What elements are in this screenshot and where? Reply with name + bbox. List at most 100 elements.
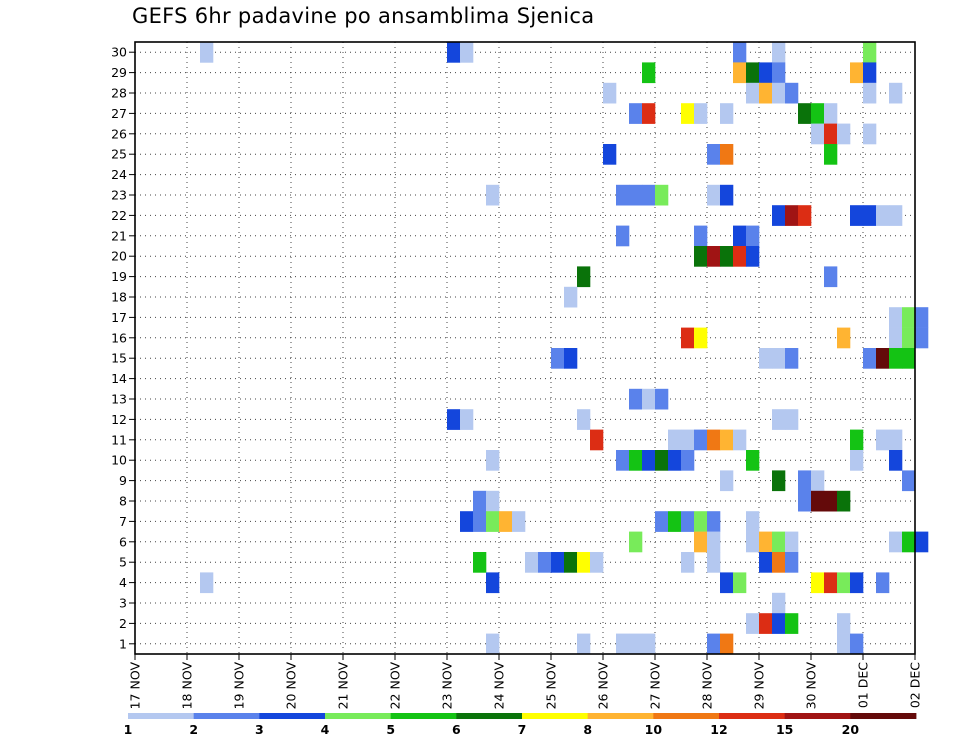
heatmap-cell (850, 205, 864, 226)
heatmap-cell (889, 531, 903, 553)
heatmap-cell (824, 144, 838, 165)
heatmap-cell (629, 103, 643, 124)
heatmap-cell (811, 123, 825, 145)
heatmap-cell (824, 103, 838, 124)
heatmap-cell (642, 388, 656, 410)
heatmap-cell (668, 429, 682, 451)
x-tick-label: 27 NOV (648, 662, 663, 710)
heatmap-cell (720, 103, 734, 124)
heatmap-cell (889, 307, 903, 328)
heatmap-cell (889, 82, 903, 104)
colorbar-swatch (587, 713, 654, 719)
y-tick-label: 24 (111, 167, 127, 182)
heatmap-cell (863, 62, 877, 84)
x-tick-label: 21 NOV (336, 662, 351, 710)
heatmap-cell (616, 633, 630, 655)
colorbar-label: 20 (842, 722, 860, 737)
heatmap-cell (876, 429, 890, 451)
x-tick-label: 18 NOV (180, 662, 195, 710)
y-tick-label: 1 (119, 636, 127, 651)
colorbar-swatch (193, 713, 260, 719)
heatmap-cell (811, 572, 825, 594)
heatmap-cell (824, 123, 838, 145)
colorbar-label: 12 (710, 722, 727, 737)
heatmap-cell (837, 613, 851, 634)
heatmap-cell (824, 266, 838, 288)
heatmap-cell (473, 511, 487, 532)
heatmap-cell (863, 205, 877, 226)
colorbar-label: 7 (518, 722, 527, 737)
x-tick-label: 24 NOV (492, 662, 507, 710)
heatmap-cell (759, 62, 773, 84)
heatmap-cell (707, 531, 721, 553)
heatmap-cell (876, 348, 890, 369)
heatmap-cell (876, 572, 890, 594)
heatmap-cell (681, 552, 695, 573)
heatmap-cell (564, 286, 578, 308)
heatmap-cell (486, 633, 500, 655)
heatmap-cell (629, 388, 643, 410)
heatmap-cell (486, 572, 500, 594)
heatmap-cell (694, 225, 708, 247)
heatmap-cell (200, 572, 214, 594)
heatmap-cell (681, 429, 695, 451)
heatmap-cell (681, 327, 695, 349)
y-tick-label: 18 (111, 290, 127, 305)
heatmap-cell (759, 531, 773, 553)
heatmap-cell (889, 348, 903, 369)
colorbar-swatch (719, 713, 786, 719)
y-tick-label: 19 (111, 269, 127, 284)
y-tick-label: 17 (111, 310, 127, 325)
heatmap-cell (564, 348, 578, 369)
heatmap-cell (733, 429, 747, 451)
y-tick-label: 12 (111, 412, 127, 427)
heatmap-cell (759, 552, 773, 573)
heatmap-cell (707, 246, 721, 267)
heatmap-cell (798, 103, 812, 124)
heatmap-cell (655, 184, 669, 206)
heatmap-cell (876, 205, 890, 226)
heatmap-cell (486, 184, 500, 206)
heatmap-cell (746, 82, 760, 104)
y-tick-label: 20 (111, 249, 127, 264)
x-tick-label: 23 NOV (440, 662, 455, 710)
heatmap-cell (746, 511, 760, 532)
heatmap-cell (720, 633, 734, 655)
heatmap-cell (902, 531, 916, 553)
y-tick-label: 21 (111, 228, 127, 243)
colorbar-swatch (259, 713, 326, 719)
heatmap-cell (720, 470, 734, 492)
heatmap-cell (772, 205, 786, 226)
heatmap-cell (603, 144, 617, 165)
heatmap-cell (785, 613, 799, 634)
y-tick-label: 26 (111, 126, 127, 141)
y-axis-ticks: 1234567891011121314151617181920212223242… (111, 45, 135, 651)
heatmap-cell (473, 490, 487, 512)
colorbar-swatch (325, 713, 392, 719)
x-tick-label: 17 NOV (128, 662, 143, 710)
heatmap-cell (759, 82, 773, 104)
heatmap-cell (707, 184, 721, 206)
y-tick-label: 9 (119, 473, 127, 488)
colorbar-label: 4 (321, 722, 330, 737)
colorbar-label: 1 (124, 722, 133, 737)
heatmap-cells (200, 42, 929, 655)
heatmap-cell (733, 225, 747, 247)
heatmap-cell (733, 62, 747, 84)
heatmap-cell (889, 205, 903, 226)
heatmap-cell (902, 348, 916, 369)
heatmap-cell (564, 552, 578, 573)
heatmap-cell (642, 103, 656, 124)
heatmap-cell (460, 409, 474, 430)
heatmap-cell (889, 429, 903, 451)
heatmap-cell (577, 552, 591, 573)
heatmap-cell (889, 450, 903, 471)
heatmap-cell (681, 511, 695, 532)
heatmap-cell (772, 62, 786, 84)
heatmap-cell (772, 531, 786, 553)
heatmap-cell (707, 511, 721, 532)
heatmap-cell (772, 613, 786, 634)
x-tick-label: 02 DEC (908, 662, 923, 708)
heatmap-cell (538, 552, 552, 573)
heatmap-cell (915, 327, 929, 349)
